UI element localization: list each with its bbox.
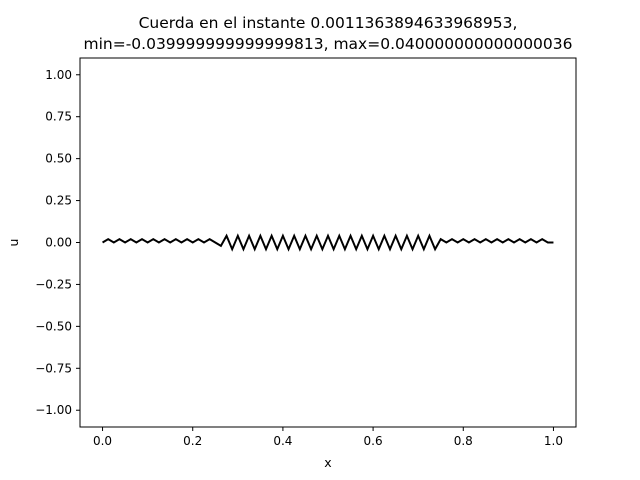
- y-tick-label: 0.00: [45, 236, 72, 250]
- y-tick-label: 0.25: [45, 194, 72, 208]
- x-axis-label: x: [324, 455, 331, 470]
- plot-area: [102, 233, 554, 252]
- y-tick-label: −1.00: [35, 403, 72, 417]
- x-tick-label: 0.0: [93, 434, 112, 448]
- y-tick-label: 1.00: [45, 68, 72, 82]
- y-axis-label: u: [6, 239, 21, 247]
- series-line: [102, 233, 554, 252]
- axis-ticks: 0.0 0.2 0.4 0.6 0.8 1.0 1.00 0.75 0.50 0.25 0.00 −0…: [35, 68, 563, 448]
- chart-title-line-1: Cuerda en el instante 0.0011363894633968…: [139, 14, 518, 32]
- y-tick-label: 0.75: [45, 110, 72, 124]
- x-tick-label: 1.0: [544, 434, 563, 448]
- y-tick-label: −0.75: [35, 361, 72, 375]
- x-tick-label: 0.4: [273, 434, 292, 448]
- y-tick-label: 0.50: [45, 152, 72, 166]
- x-tick-label: 0.2: [183, 434, 202, 448]
- y-tick-label: −0.25: [35, 277, 72, 291]
- axes-frame: [79, 57, 577, 428]
- chart-title-line-2: min=-0.039999999999999813, max=0.0400000…: [83, 35, 572, 53]
- y-tick-label: −0.50: [35, 319, 72, 333]
- x-tick-label: 0.8: [454, 434, 473, 448]
- x-tick-label: 0.6: [364, 434, 383, 448]
